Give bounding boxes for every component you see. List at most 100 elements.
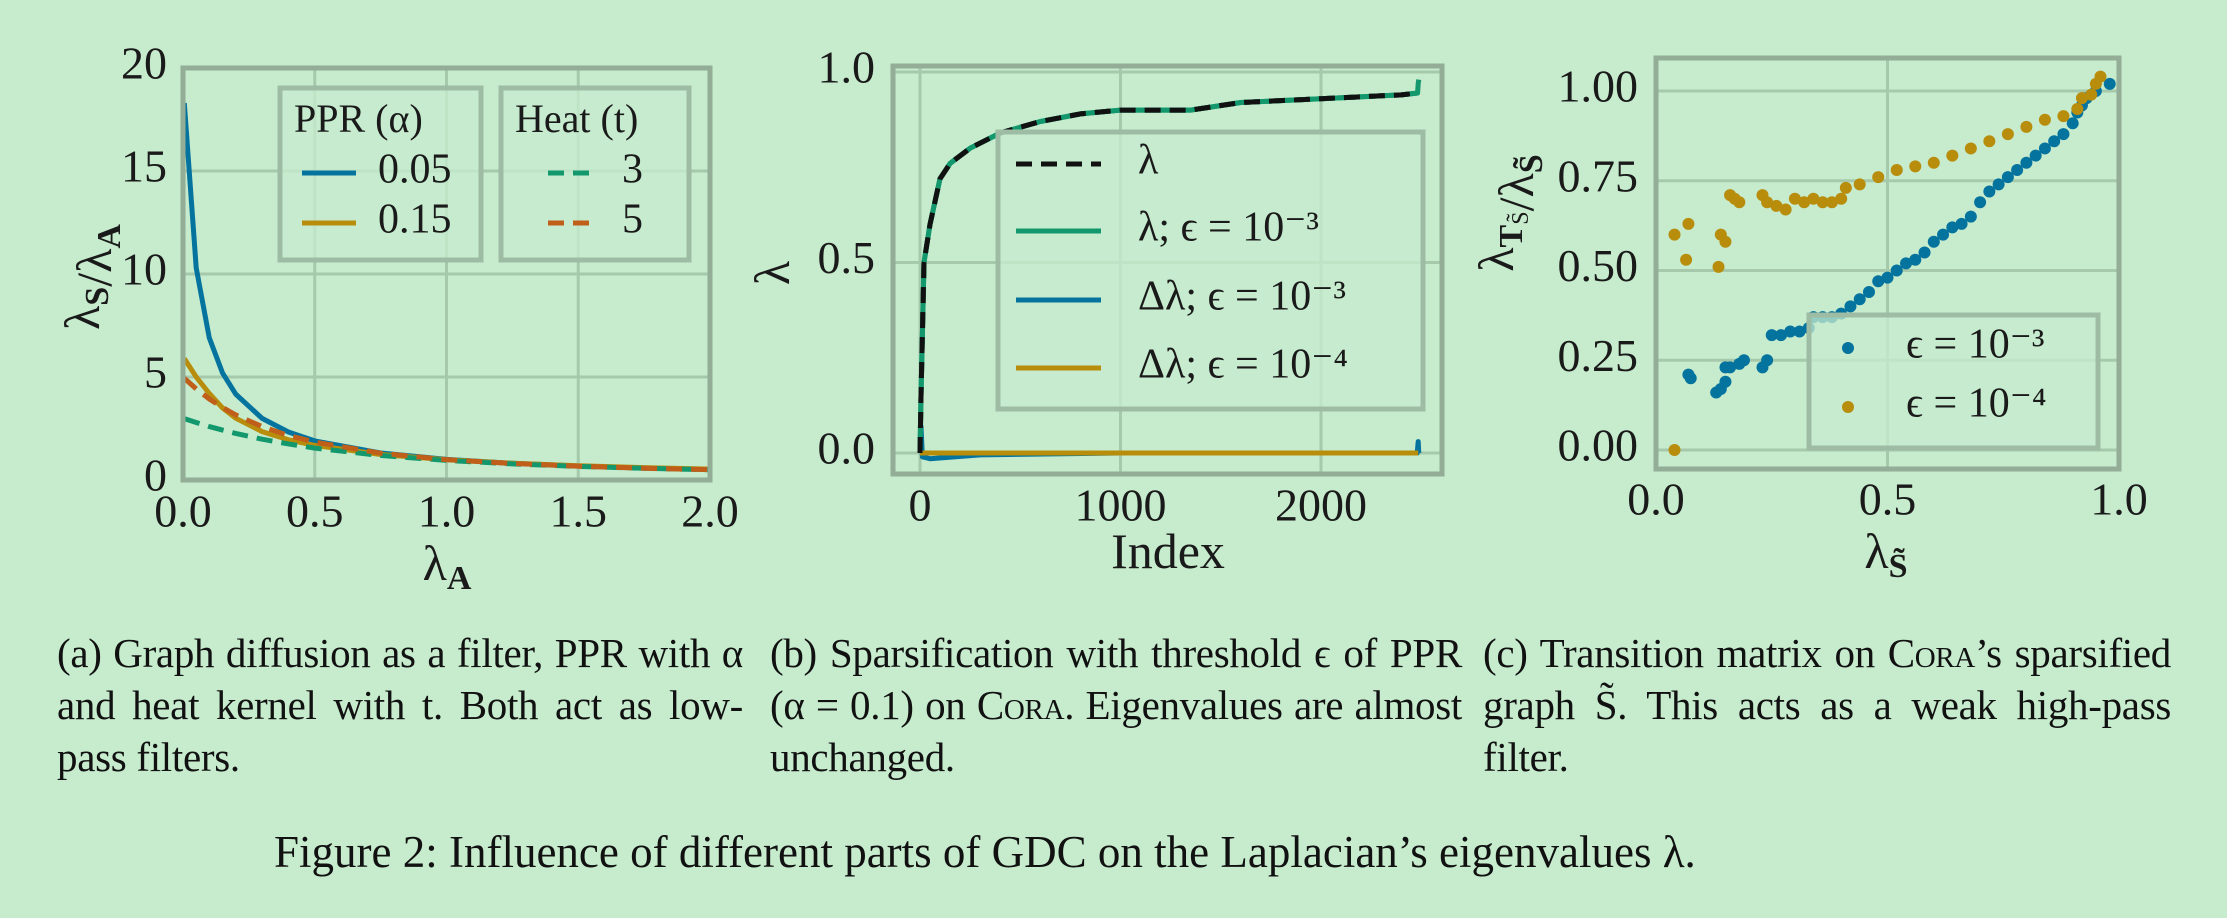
legend-label: λ — [1138, 138, 1159, 184]
data-point-gold — [1890, 163, 1903, 176]
x-tick-label: 2.0 — [681, 486, 739, 537]
caption-c-dataset: Cora — [1887, 630, 1976, 676]
plot-frame — [1653, 55, 2122, 472]
caption-b: (b) Sparsification with threshold ϵ of P… — [770, 627, 1462, 783]
series-line-3 — [183, 376, 710, 473]
legend-label: λ; ϵ = 10⁻³ — [1138, 205, 1319, 251]
legend-label: 3 — [622, 147, 643, 193]
legend-label: 0.05 — [378, 147, 452, 193]
figure-caption: Figure 2: Influence of different parts o… — [274, 827, 1696, 877]
data-point-gold — [1680, 253, 1693, 266]
data-point-blue — [2048, 135, 2061, 148]
data-point-blue — [1775, 329, 1788, 342]
y-tick-label: 15 — [121, 141, 167, 192]
x-tick-label: 0.0 — [154, 486, 212, 537]
legend-label: 0.15 — [378, 197, 452, 243]
data-point-gold — [2038, 113, 2051, 126]
caption-b-text: (b) Sparsification with threshold ϵ of P… — [770, 630, 1462, 728]
data-layer — [917, 79, 1422, 462]
plot-frame — [890, 63, 1445, 477]
data-point-blue — [1946, 221, 1959, 234]
chart-b: 0 1000 2000 0.0 0.5 1.0 λ λ; ϵ = 10⁻³ Δλ; ϵ = 10… — [744, 42, 1445, 579]
legend-box — [498, 85, 692, 263]
legend-box — [1806, 312, 2101, 451]
data-point-blue — [1909, 253, 1922, 266]
legend-marker — [1842, 342, 1854, 354]
data-point-blue — [1761, 354, 1774, 367]
data-point-blue — [2103, 77, 2116, 90]
data-point-gold — [2071, 102, 2084, 115]
y-tick-label: 1.0 — [818, 42, 876, 93]
data-point-gold — [1770, 199, 1783, 212]
data-point-blue — [1724, 361, 1737, 374]
data-point-blue — [2020, 156, 2033, 169]
data-point-gold — [1853, 178, 1866, 191]
data-point-blue — [1964, 210, 1977, 223]
data-point-blue — [2011, 163, 2024, 176]
x-tick-label: 1000 — [1075, 480, 1167, 531]
x-tick-label: 2000 — [1275, 480, 1367, 531]
data-point-blue — [1862, 286, 1875, 299]
y-axis-label: λTS̃/λS̃ — [1468, 154, 1549, 271]
y-axis-label: λS/λA — [54, 224, 127, 330]
y-tick-label: 0 — [144, 450, 167, 501]
legend-label: PPR (α) — [294, 96, 423, 141]
data-point-gold — [1983, 135, 1996, 148]
series-line-lambda — [917, 90, 1419, 454]
y-tick-label: 0.25 — [1558, 330, 1639, 381]
data-point-gold — [1798, 196, 1811, 209]
data-point-gold — [1719, 235, 1732, 248]
legend-label: Heat (t) — [515, 96, 638, 141]
data-point-blue — [1737, 354, 1750, 367]
data-point-gold — [1835, 192, 1848, 205]
data-point-blue — [1890, 264, 1903, 277]
data-point-blue — [1719, 375, 1732, 388]
plot-frame — [180, 65, 713, 483]
y-tick-label: 0.75 — [1558, 150, 1639, 201]
y-tick-label: 1.00 — [1558, 61, 1639, 112]
legend-label: ϵ = 10⁻⁴ — [1906, 381, 2047, 427]
data-point-blue — [1784, 325, 1797, 338]
data-point-gold — [1825, 196, 1838, 209]
caption-b-text-end: . Eigenvalues are almost unchanged. — [770, 682, 1462, 780]
y-tick-label: 0.50 — [1558, 240, 1639, 291]
y-tick-label: 0.0 — [818, 423, 876, 474]
data-point-blue — [2001, 171, 2014, 184]
data-point-blue — [2066, 117, 2079, 130]
x-tick-label: 0 — [909, 480, 932, 531]
data-point-gold — [2020, 120, 2033, 133]
legend-label: Δλ; ϵ = 10⁻⁴ — [1138, 342, 1348, 388]
data-point-gold — [1668, 444, 1681, 456]
y-tick-label: 0.00 — [1558, 420, 1639, 471]
legend-label: Δλ; ϵ = 10⁻³ — [1138, 274, 1346, 320]
data-layer — [1668, 70, 2116, 456]
data-point-blue — [2029, 149, 2042, 162]
x-tick-label: 1.5 — [550, 486, 608, 537]
data-point-blue — [1844, 300, 1857, 313]
data-point-gold — [1872, 171, 1885, 184]
data-point-blue — [1992, 178, 2005, 191]
caption-c-text-end: ’s sparsified graph S̃. This acts as a w… — [1483, 630, 2171, 780]
data-point-gold — [1946, 149, 1959, 162]
x-tick-label: 0.0 — [1627, 474, 1685, 525]
data-point-blue — [1900, 257, 1913, 270]
y-tick-label: 5 — [144, 347, 167, 398]
caption-a: (a) Graph diffusion as a filter, PPR wit… — [57, 630, 743, 780]
x-tick-label: 1.0 — [418, 486, 476, 537]
y-axis-label: λ — [744, 261, 800, 285]
data-point-blue — [1918, 246, 1931, 259]
data-point-gold — [2094, 70, 2107, 83]
caption-c: (c) Transition matrix on Cora’s sparsifi… — [1483, 627, 2171, 783]
data-point-blue — [2038, 142, 2051, 155]
data-point-gold — [1779, 203, 1792, 216]
caption-c-text: (c) Transition matrix on — [1483, 630, 1888, 676]
data-point-blue — [1793, 325, 1806, 338]
data-point-blue — [2057, 128, 2070, 141]
data-point-blue — [1937, 228, 1950, 241]
legend-label: ϵ = 10⁻³ — [1906, 322, 2044, 368]
data-point-blue — [1684, 372, 1697, 385]
chart-a: 0.0 0.5 1.0 1.5 2.0 0 5 10 15 20 PPR (α) 0.050.15 He… — [54, 38, 738, 597]
caption-b-dataset: Cora — [976, 682, 1065, 728]
